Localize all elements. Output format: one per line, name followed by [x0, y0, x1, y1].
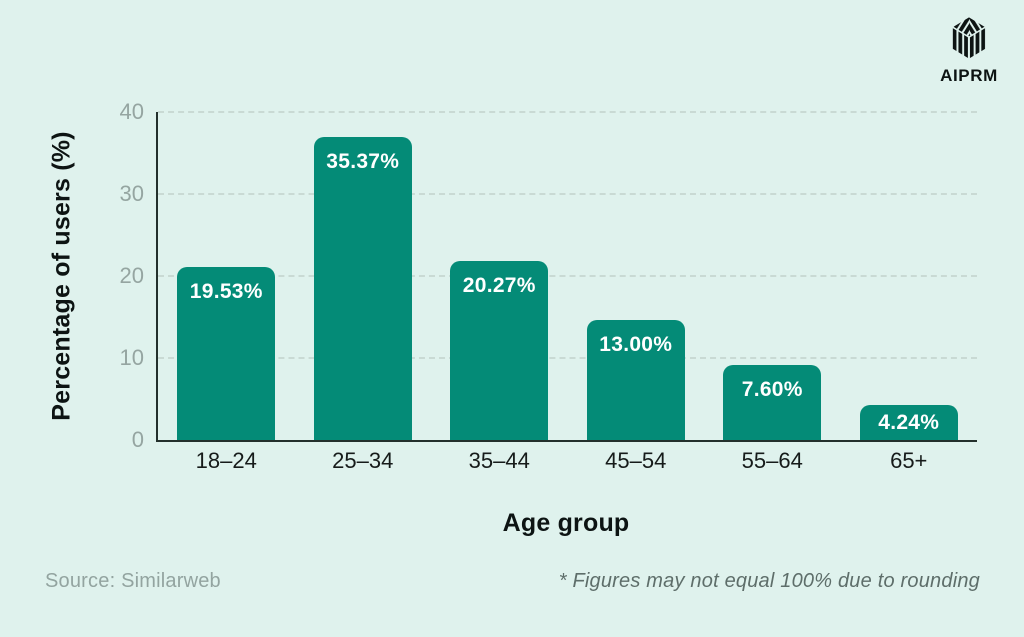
- bar-55–64: 7.60%: [723, 364, 822, 440]
- x-tick-label-65+: 65+: [890, 448, 928, 473]
- y-tick-label-30: 30: [119, 181, 144, 206]
- bar-value-label: 35.37%: [326, 149, 400, 173]
- footnote-text: * Figures may not equal 100% due to roun…: [558, 570, 980, 592]
- bar-value-label: 7.60%: [741, 377, 803, 401]
- y-tick-label-0: 0: [131, 427, 144, 452]
- bar-45–54: 13.00%: [586, 320, 685, 440]
- gridline-30: [158, 193, 977, 195]
- aiprm-logo-icon: [952, 17, 986, 59]
- y-axis-title: Percentage of users (%): [47, 131, 76, 421]
- x-tick-label-55–64: 55–64: [741, 448, 803, 473]
- x-axis-title: Age group: [502, 509, 630, 537]
- aiprm-logo-text: AIPRM: [940, 66, 998, 85]
- plot-area: 0 10 20 30 40 19.53% 18–24 35.37% 25–34 20.27% 35–…: [120, 100, 977, 473]
- bar-value-label: 20.27%: [462, 273, 536, 297]
- x-tick-label-45–54: 45–54: [605, 448, 667, 473]
- x-tick-label-25–34: 25–34: [332, 448, 394, 473]
- gridline-40: [158, 111, 977, 113]
- gridline-20: [158, 275, 977, 277]
- bar-65+: 4.24%: [859, 405, 958, 440]
- bar-35–44: 20.27%: [450, 260, 549, 440]
- aiprm-logo: AIPRM: [930, 16, 1008, 86]
- gridline-10: [158, 357, 977, 359]
- bar-value-label: 4.24%: [878, 410, 940, 434]
- bar-value-label: 13.00%: [599, 333, 673, 357]
- y-tick-label-20: 20: [119, 263, 144, 288]
- y-tick-label-10: 10: [119, 345, 144, 370]
- source-text: Source: Similarweb: [45, 570, 221, 592]
- bar-25–34: 35.37%: [313, 136, 412, 440]
- x-tick-label-18–24: 18–24: [195, 448, 257, 473]
- y-tick-label-40: 40: [119, 99, 144, 124]
- x-tick-label-35–44: 35–44: [468, 448, 530, 473]
- bar-18–24: 19.53%: [177, 266, 276, 440]
- bar-value-label: 19.53%: [189, 279, 263, 303]
